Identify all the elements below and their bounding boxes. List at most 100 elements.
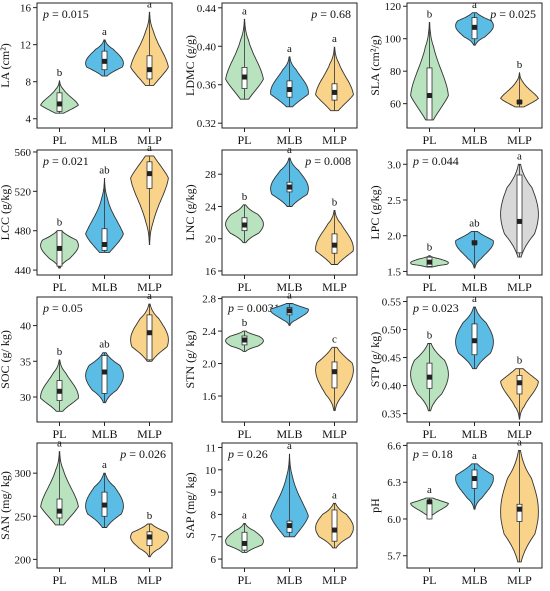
x-tick-label: MLP xyxy=(322,280,347,294)
x-tick-label: PL xyxy=(422,573,436,587)
y-tick-label: 9 xyxy=(211,487,217,499)
x-tick-label: MLB xyxy=(276,280,302,294)
y-tick-label: 0.32 xyxy=(197,118,216,130)
x-tick-label: PL xyxy=(237,573,251,587)
x-tick-label: PL xyxy=(52,280,66,294)
median-marker xyxy=(57,508,62,514)
significance-letter: b xyxy=(242,317,248,329)
significance-letter: a xyxy=(287,289,292,301)
significance-letter: a xyxy=(242,5,247,17)
significance-letter: a xyxy=(517,150,522,162)
panel-2: 0.32 0.36 0.40 0.44 LDMC (g/g) p = 0.68 a PL a ML… xyxy=(183,2,358,147)
x-tick-label: MLB xyxy=(461,427,487,441)
x-tick-label: MLB xyxy=(91,427,117,441)
y-tick-label: 440 xyxy=(15,265,32,277)
significance-letter: b xyxy=(57,67,63,79)
y-tick-label: 0.36 xyxy=(197,80,217,92)
p-value: p = 0.68 xyxy=(310,7,351,21)
panel-12: 5.7 6.0 6.3 6.6 pH p = 0.18 a PL a MLB a MLP xyxy=(368,436,543,587)
y-axis-label: SOC (g/ kg) xyxy=(0,330,12,389)
x-tick-label: MLP xyxy=(137,280,162,294)
y-tick-label: 2.5 xyxy=(387,195,401,207)
significance-letter: a xyxy=(147,0,152,10)
significance-letter: a xyxy=(287,144,292,156)
box xyxy=(331,509,338,542)
median-marker xyxy=(147,330,152,336)
x-tick-label: MLB xyxy=(461,133,487,147)
significance-letter: a xyxy=(147,142,152,154)
significance-letter: a xyxy=(287,43,292,55)
y-tick-label: 560 xyxy=(15,147,32,159)
y-tick-label: 2.0 xyxy=(387,231,401,243)
p-value: p = 0.008 xyxy=(304,154,351,168)
y-axis-label: LNC (g/kg) xyxy=(183,184,197,240)
y-tick-label: 300 xyxy=(15,468,32,480)
y-axis-label: STP (g/ kg) xyxy=(368,332,382,388)
y-tick-label: 8 xyxy=(211,509,217,521)
panel-6: 1.5 2.0 2.5 3.0 LPC (g/kg) p = 0.044 b PL ab MLB a… xyxy=(368,149,543,294)
y-tick-label: 120 xyxy=(385,1,402,13)
x-tick-label: PL xyxy=(422,280,436,294)
y-tick-label: 0.55 xyxy=(382,296,402,308)
y-tick-label: 7 xyxy=(211,532,217,544)
significance-letter: a xyxy=(102,26,107,38)
median-marker xyxy=(287,184,292,190)
x-tick-label: PL xyxy=(52,133,66,147)
x-tick-label: PL xyxy=(422,133,436,147)
y-tick-label: 30 xyxy=(20,392,32,404)
median-marker xyxy=(147,67,152,73)
y-tick-label: 2.4 xyxy=(202,326,216,338)
p-value: p = 0.18 xyxy=(412,447,453,461)
median-marker xyxy=(147,534,152,540)
y-tick-label: 10 xyxy=(205,465,217,477)
y-tick-label: 250 xyxy=(15,511,32,523)
significance-letter: ab xyxy=(99,339,110,351)
y-tick-label: 80 xyxy=(390,66,402,78)
median-marker xyxy=(242,540,247,546)
panel-1: 4 8 12 16 LA (cm²) p = 0.015 b PL a MLB a MLP xyxy=(0,0,173,147)
significance-letter: b xyxy=(147,510,153,522)
y-tick-label: 4 xyxy=(26,114,32,126)
x-tick-label: MLP xyxy=(322,573,347,587)
x-tick-label: MLP xyxy=(322,427,347,441)
x-tick-label: MLB xyxy=(461,280,487,294)
y-tick-label: 8 xyxy=(26,77,32,89)
median-marker xyxy=(517,218,522,224)
median-marker xyxy=(242,337,247,343)
median-marker xyxy=(472,476,477,482)
median-marker xyxy=(332,89,337,95)
panel-3: 60 80 100 120 SLA (cm²/g) p = 0.025 b PL a MLB b ML… xyxy=(368,0,543,147)
x-tick-label: MLP xyxy=(322,133,347,147)
y-tick-label: 0.40 xyxy=(197,41,217,53)
significance-letter: ab xyxy=(99,165,110,177)
box xyxy=(516,174,523,254)
x-tick-label: MLB xyxy=(91,280,117,294)
significance-letter: b xyxy=(517,355,523,367)
median-marker xyxy=(287,523,292,529)
median-marker xyxy=(242,74,247,80)
x-tick-label: PL xyxy=(237,133,251,147)
x-tick-label: MLB xyxy=(276,427,302,441)
x-tick-label: PL xyxy=(422,427,436,441)
significance-letter: b xyxy=(517,59,523,71)
p-value: p = 0.044 xyxy=(412,154,459,168)
median-marker xyxy=(102,369,107,375)
y-axis-label: pH xyxy=(368,498,382,513)
median-marker xyxy=(427,259,432,265)
x-tick-label: PL xyxy=(237,427,251,441)
y-axis-label: SAP (mg/ kg) xyxy=(183,472,197,538)
panel-7: 30 35 40 SOC (g/ kg) p = 0.05 b PL ab MLB a MLP xyxy=(0,290,173,441)
x-tick-label: MLP xyxy=(137,133,162,147)
y-tick-label: 60 xyxy=(390,99,402,111)
y-axis-label: LDMC (g/g) xyxy=(183,35,197,96)
y-tick-label: 11 xyxy=(205,442,216,454)
p-value: p = 0.021 xyxy=(42,154,89,168)
significance-letter: b xyxy=(427,242,433,254)
median-marker xyxy=(332,527,337,533)
y-tick-label: 0.35 xyxy=(382,409,402,421)
significance-letter: b xyxy=(427,330,433,342)
y-tick-label: 2.0 xyxy=(202,359,216,371)
panel-4: 440 480 520 560 LCC (g/kg) p = 0.021 b PL ab MLB a… xyxy=(0,142,173,294)
y-tick-label: 200 xyxy=(15,554,32,566)
